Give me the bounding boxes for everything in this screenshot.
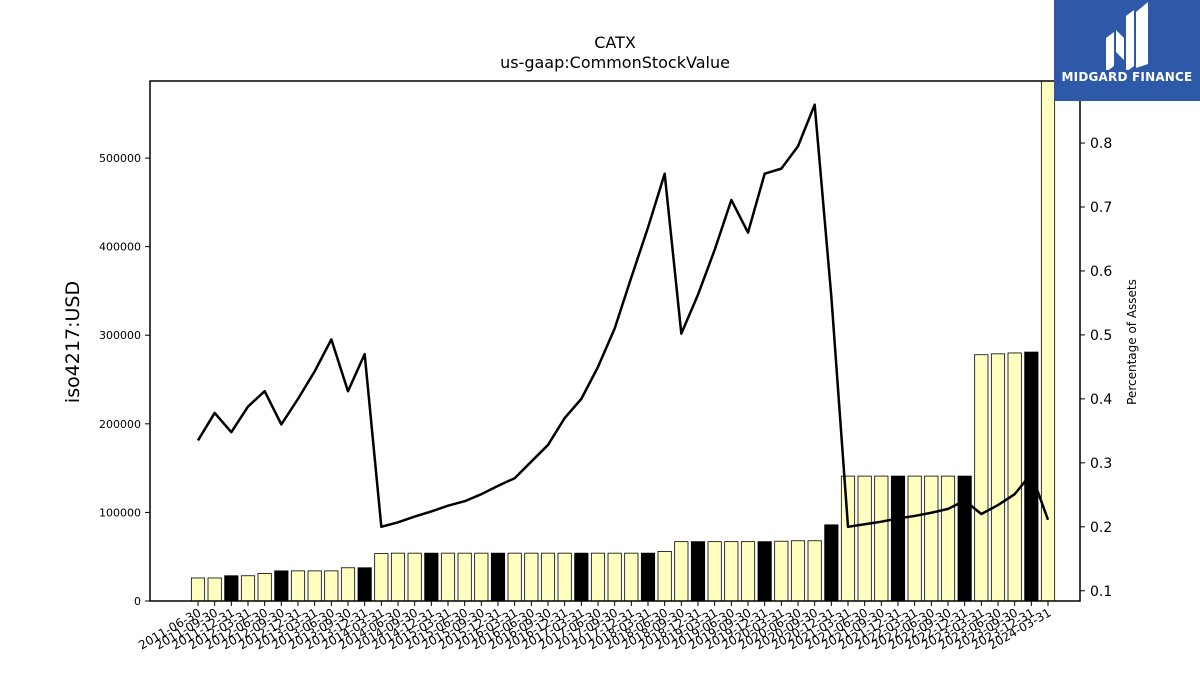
bar <box>640 552 656 602</box>
bar <box>574 552 589 602</box>
chart-title: CATX <box>594 33 636 52</box>
bar <box>224 575 239 602</box>
bar <box>607 552 622 602</box>
bar <box>207 577 222 602</box>
y-tick-label: 100000 <box>99 506 141 519</box>
bar <box>590 552 606 602</box>
bar <box>324 570 339 602</box>
bar <box>774 540 789 602</box>
y-tick-label: 200000 <box>99 418 141 431</box>
y2-axis-label: Percentage of Assets <box>1125 279 1139 405</box>
bar <box>857 475 872 602</box>
bar <box>474 552 489 602</box>
bar <box>740 541 756 602</box>
bar <box>757 541 772 602</box>
bar <box>440 552 456 602</box>
y2-tick-label: 0.2 <box>1090 520 1112 536</box>
bar <box>990 353 1006 602</box>
logo-text: MIDGARD FINANCE <box>1061 70 1193 84</box>
bar <box>240 575 256 602</box>
y-axis-label: iso4217:USD <box>62 281 84 403</box>
y2-tick-label: 0.5 <box>1090 328 1112 344</box>
bar <box>824 524 839 602</box>
y2-tick-label: 0.3 <box>1090 456 1112 472</box>
bar <box>257 573 272 602</box>
y-tick-label: 400000 <box>99 241 141 254</box>
bar <box>624 552 639 602</box>
plot-frame <box>149 80 1081 602</box>
bar <box>924 475 939 602</box>
bar <box>724 541 739 602</box>
bar <box>940 475 956 602</box>
bar <box>524 552 539 602</box>
bar <box>974 354 989 602</box>
percentage-line-series <box>196 103 1050 529</box>
bar <box>507 552 522 602</box>
bar <box>407 552 422 602</box>
bar <box>657 550 672 602</box>
y2-tick-label: 0.4 <box>1090 392 1112 408</box>
bar <box>307 570 322 602</box>
chart-subtitle: us-gaap:CommonStockValue <box>500 53 730 72</box>
y2-tick-label: 0.6 <box>1090 264 1112 280</box>
bar <box>290 570 306 602</box>
bar <box>424 552 439 602</box>
y-tick-label: 300000 <box>99 329 141 342</box>
bar <box>807 540 822 602</box>
bar <box>907 475 922 602</box>
bar <box>390 552 406 602</box>
bar <box>540 552 556 602</box>
bar <box>557 552 572 602</box>
bar <box>840 475 856 602</box>
bar <box>707 541 722 602</box>
bar <box>274 570 289 602</box>
y-tick-label: 500000 <box>99 152 141 165</box>
bar <box>190 577 206 602</box>
series-line <box>196 103 1050 529</box>
bar <box>340 567 356 602</box>
bar <box>874 475 889 602</box>
bar <box>957 475 972 602</box>
y2-tick-label: 0.8 <box>1090 136 1112 152</box>
bar-series <box>190 80 1056 602</box>
bar <box>690 541 706 602</box>
y2-tick-label: 0.1 <box>1090 584 1112 600</box>
y2-tick-label: 0.7 <box>1090 200 1112 216</box>
bar <box>890 475 906 602</box>
bar <box>674 541 689 602</box>
midgard-finance-logo: MIDGARD FINANCE <box>1054 0 1200 101</box>
bar <box>790 540 806 602</box>
bar <box>457 552 472 602</box>
y-tick-label: 0 <box>134 595 141 608</box>
bar <box>357 567 372 602</box>
bar <box>490 552 506 602</box>
bar <box>1007 352 1022 602</box>
logo-mark-icon <box>1106 2 1148 70</box>
bar <box>1040 80 1056 602</box>
bar <box>374 553 389 602</box>
